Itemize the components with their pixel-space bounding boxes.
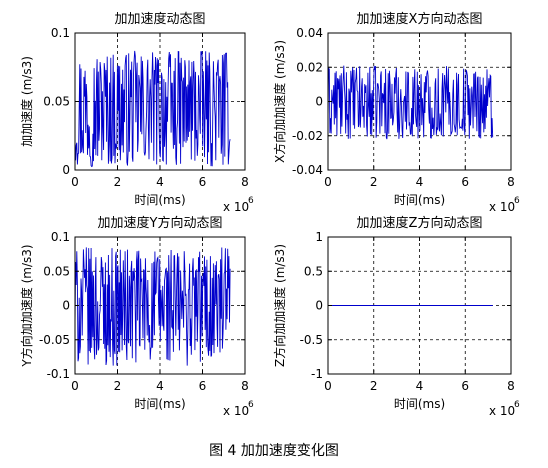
y-tick-label: 1 <box>315 230 323 244</box>
chart-title: 加加速度X方向动态图 <box>357 11 483 27</box>
x-multiplier-exponent: 6 <box>248 400 254 410</box>
x-tick-label: 0 <box>71 175 79 189</box>
y-tick-label: 0 <box>315 299 323 313</box>
x-multiplier-exponent: 6 <box>514 196 520 206</box>
x-axis-label: 时间(ms) <box>134 193 185 207</box>
y-tick-label: 0 <box>62 299 70 313</box>
y-axis-label: Z方向加加速度 (m/s3) <box>272 244 287 367</box>
x-tick-label: 8 <box>241 379 249 393</box>
x-axis-label: 时间(ms) <box>394 193 445 207</box>
x-tick-label: 6 <box>461 175 469 189</box>
x-tick-label: 8 <box>507 379 515 393</box>
x-tick-label: 2 <box>114 379 122 393</box>
y-tick-label: -0.04 <box>292 163 323 177</box>
y-tick-label: 0.02 <box>296 60 323 74</box>
y-tick-label: -0.02 <box>292 129 323 143</box>
x-tick-label: 2 <box>114 175 122 189</box>
x-multiplier: x 10 <box>489 404 515 418</box>
y-tick-label: 0.05 <box>43 264 70 278</box>
series-line <box>74 50 231 168</box>
x-tick-label: 2 <box>370 379 378 393</box>
series-line <box>327 65 494 140</box>
y-tick-label: 0 <box>315 95 323 109</box>
x-tick-label: 0 <box>324 175 332 189</box>
y-tick-label: 0.1 <box>51 230 70 244</box>
x-tick-label: 6 <box>199 379 207 393</box>
x-axis-label: 时间(ms) <box>394 397 445 411</box>
x-multiplier-exponent: 6 <box>514 400 520 410</box>
x-tick-label: 4 <box>156 175 164 189</box>
x-multiplier: x 10 <box>489 200 515 214</box>
chart-title: 加加速度Y方向动态图 <box>98 215 223 231</box>
x-tick-label: 8 <box>241 175 249 189</box>
x-tick-label: 0 <box>71 379 79 393</box>
chart-title: 加加速度Z方向动态图 <box>357 215 483 231</box>
x-multiplier: x 10 <box>223 200 249 214</box>
x-axis-label: 时间(ms) <box>134 397 185 411</box>
series-line <box>74 247 231 366</box>
x-tick-label: 4 <box>416 175 424 189</box>
x-multiplier: x 10 <box>223 404 249 418</box>
y-tick-label: 0.1 <box>51 26 70 40</box>
y-tick-label: 0 <box>62 163 70 177</box>
y-axis-label: 加加速度 (m/s3) <box>19 56 34 147</box>
x-tick-label: 6 <box>461 379 469 393</box>
x-tick-label: 8 <box>507 175 515 189</box>
y-tick-label: -0.05 <box>39 333 70 347</box>
x-multiplier-exponent: 6 <box>248 196 254 206</box>
y-tick-label: -0.1 <box>47 367 70 381</box>
x-tick-label: 6 <box>199 175 207 189</box>
x-tick-label: 4 <box>416 379 424 393</box>
x-tick-label: 4 <box>156 379 164 393</box>
figure-caption: 图 4 加加速度变化图 <box>209 443 339 459</box>
chart-title: 加加速度动态图 <box>114 11 205 27</box>
x-tick-label: 0 <box>324 379 332 393</box>
y-tick-label: 0.05 <box>43 95 70 109</box>
y-axis-label: X方向加加速度 (m/s3) <box>272 40 287 163</box>
chart-1: 0 2 4 6 8 -0.04 -0.02 0 0.02 0.04 加加速度X方向动态图时间(ms)… <box>272 11 520 214</box>
x-tick-label: 2 <box>370 175 378 189</box>
y-tick-label: -0.5 <box>300 333 323 347</box>
y-tick-label: 0.5 <box>304 264 323 278</box>
y-tick-label: 0.04 <box>296 26 323 40</box>
y-tick-label: -1 <box>311 367 323 381</box>
y-axis-label: Y方向加加速度 (m/s3) <box>19 244 34 367</box>
